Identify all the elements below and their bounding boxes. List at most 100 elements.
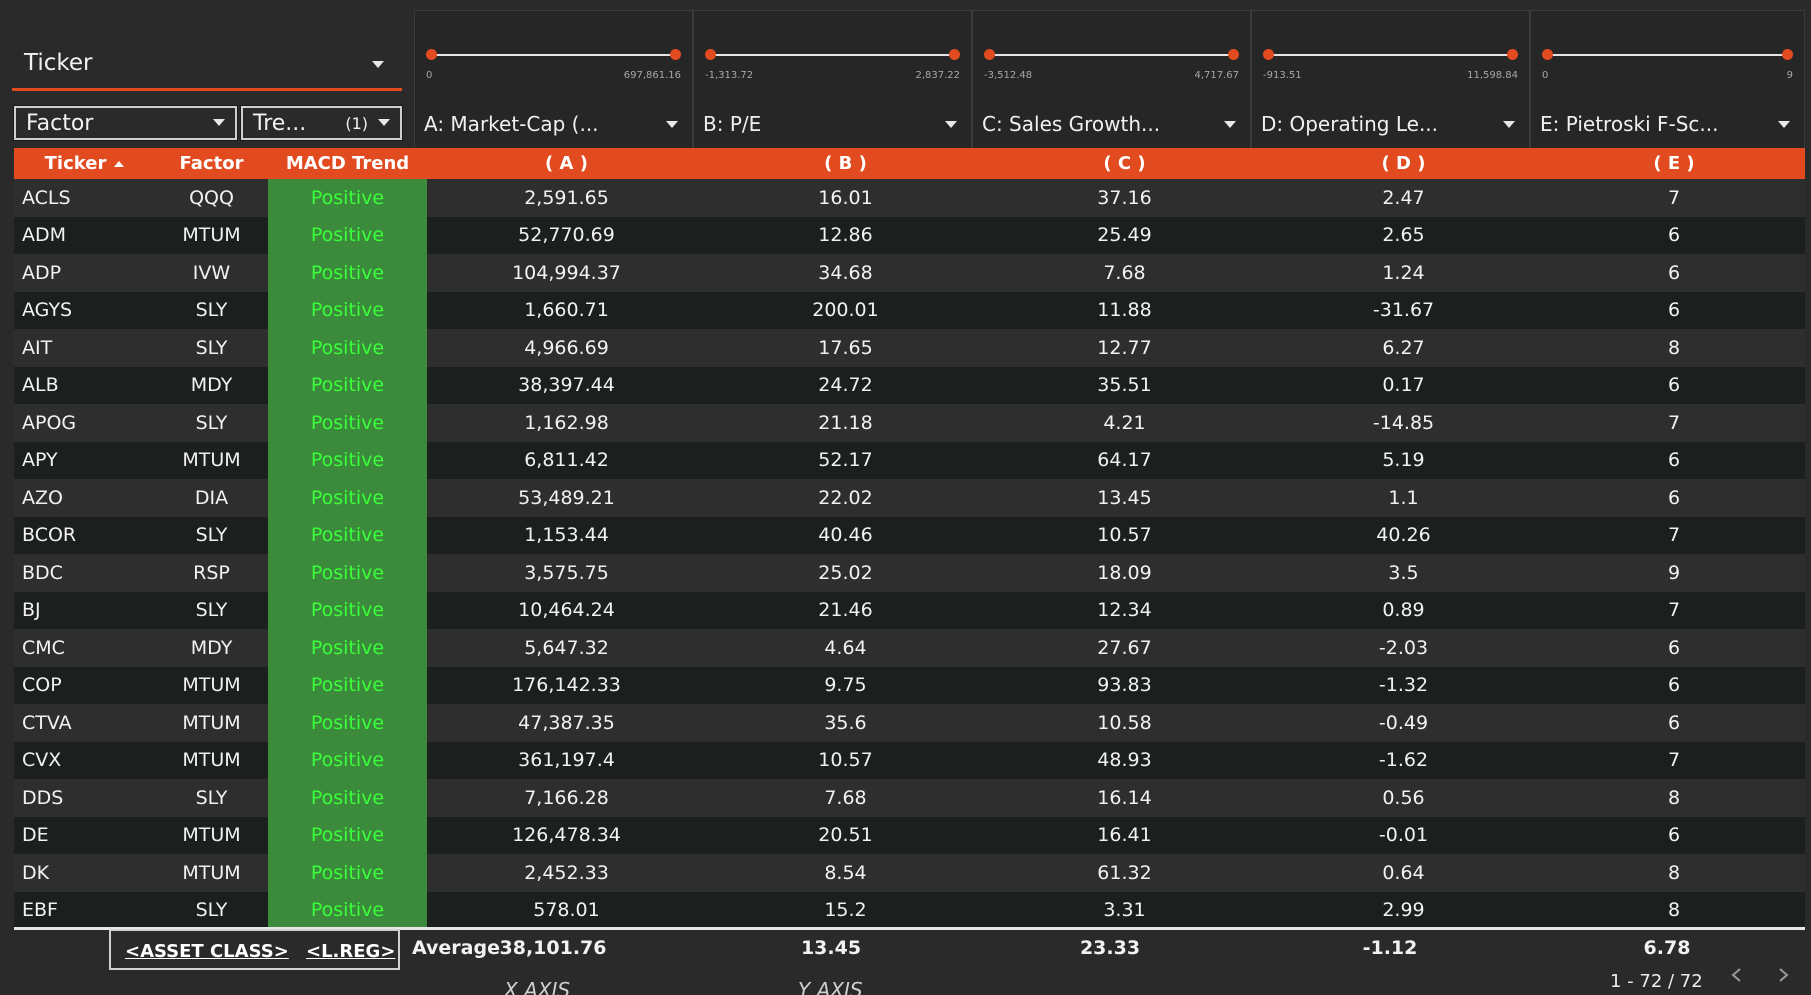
range-slider-track[interactable] bbox=[989, 54, 1234, 56]
metric-select-label[interactable]: B: P/E bbox=[703, 112, 762, 136]
linear-regression-link[interactable]: <L.REG> bbox=[306, 941, 396, 962]
cell-b: 35.6 bbox=[706, 704, 985, 742]
cell-d: -0.49 bbox=[1264, 704, 1543, 742]
range-slider-max-handle[interactable] bbox=[1507, 49, 1518, 60]
column-header-e[interactable]: ( E ) bbox=[1543, 148, 1805, 179]
cell-d: 2.65 bbox=[1264, 216, 1543, 254]
column-header-macd-trend[interactable]: MACD Trend bbox=[268, 148, 427, 179]
cell-ticker: DE bbox=[14, 816, 155, 854]
range-slider-track[interactable] bbox=[710, 54, 955, 56]
ticker-dropdown-label: Ticker bbox=[24, 50, 93, 76]
range-slider-track[interactable] bbox=[1268, 54, 1513, 56]
range-slider-min-handle[interactable] bbox=[1542, 49, 1553, 60]
table-row[interactable]: ADM MTUM Positive 52,770.69 12.86 25.49 2.65 6 bbox=[14, 216, 1805, 254]
chevron-down-icon[interactable] bbox=[1224, 121, 1236, 128]
cell-c: 10.58 bbox=[985, 704, 1264, 742]
column-header-c[interactable]: ( C ) bbox=[985, 148, 1264, 179]
cell-b: 200.01 bbox=[706, 291, 985, 329]
chevron-down-icon[interactable] bbox=[666, 121, 678, 128]
cell-c: 12.34 bbox=[985, 591, 1264, 629]
cell-ticker: ADP bbox=[14, 254, 155, 292]
table-row[interactable]: CTVA MTUM Positive 47,387.35 35.6 10.58 -0.49 6 bbox=[14, 704, 1805, 742]
cell-factor: MTUM bbox=[155, 666, 268, 704]
cell-factor: SLY bbox=[155, 404, 268, 442]
chevron-left-icon[interactable] bbox=[1730, 968, 1744, 982]
cell-factor: MTUM bbox=[155, 816, 268, 854]
table-row[interactable]: BJ SLY Positive 10,464.24 21.46 12.34 0.89 7 bbox=[14, 591, 1805, 629]
cell-macd-trend: Positive bbox=[268, 291, 427, 329]
cell-factor: SLY bbox=[155, 779, 268, 817]
table-row[interactable]: CVX MTUM Positive 361,197.4 10.57 48.93 -1.62 7 bbox=[14, 741, 1805, 779]
range-slider-max-handle[interactable] bbox=[949, 49, 960, 60]
cell-ticker: CMC bbox=[14, 629, 155, 667]
column-header-label: ( E ) bbox=[1653, 153, 1695, 174]
table-row[interactable]: BDC RSP Positive 3,575.75 25.02 18.09 3.5 9 bbox=[14, 554, 1805, 592]
range-slider-track[interactable] bbox=[1547, 54, 1788, 56]
table-row[interactable]: CMC MDY Positive 5,647.32 4.64 27.67 -2.03 6 bbox=[14, 629, 1805, 667]
table-row[interactable]: ACLS QQQ Positive 2,591.65 16.01 37.16 2.47 7 bbox=[14, 179, 1805, 217]
ticker-dropdown[interactable]: Ticker bbox=[12, 40, 402, 91]
y-axis-label: Y AXIS bbox=[798, 978, 863, 995]
table-row[interactable]: COP MTUM Positive 176,142.33 9.75 93.83 -1.32 6 bbox=[14, 666, 1805, 704]
table-row[interactable]: APOG SLY Positive 1,162.98 21.18 4.21 -14.85 7 bbox=[14, 404, 1805, 442]
column-header-ticker[interactable]: Ticker bbox=[14, 148, 155, 179]
metric-select-label[interactable]: D: Operating Le... bbox=[1261, 112, 1439, 136]
metric-select-label[interactable]: A: Market-Cap (... bbox=[424, 112, 599, 136]
chevron-down-icon[interactable] bbox=[1503, 121, 1515, 128]
table-row[interactable]: AGYS SLY Positive 1,660.71 200.01 11.88 -31.67… bbox=[14, 291, 1805, 329]
range-slider-min-handle[interactable] bbox=[984, 49, 995, 60]
range-min-value: 0 bbox=[1542, 70, 1549, 81]
cell-e: 8 bbox=[1543, 329, 1805, 367]
chevron-down-icon[interactable] bbox=[1778, 121, 1790, 128]
column-header-d[interactable]: ( D ) bbox=[1264, 148, 1543, 179]
cell-c: 12.77 bbox=[985, 329, 1264, 367]
table-row[interactable]: ADP IVW Positive 104,994.37 34.68 7.68 1.24 6 bbox=[14, 254, 1805, 292]
cell-e: 7 bbox=[1543, 591, 1805, 629]
chevron-down-icon[interactable] bbox=[945, 121, 957, 128]
table-row[interactable]: APY MTUM Positive 6,811.42 52.17 64.17 5.19 6 bbox=[14, 441, 1805, 479]
trend-filter-dropdown[interactable]: Tre... (1) bbox=[240, 105, 403, 141]
table-row[interactable]: EBF SLY Positive 578.01 15.2 3.31 2.99 8 bbox=[14, 891, 1805, 929]
factor-filter-dropdown[interactable]: Factor bbox=[13, 105, 238, 141]
cell-b: 9.75 bbox=[706, 666, 985, 704]
cell-macd-trend: Positive bbox=[268, 329, 427, 367]
table-row[interactable]: DDS SLY Positive 7,166.28 7.68 16.14 0.56 8 bbox=[14, 779, 1805, 817]
cell-d: -0.01 bbox=[1264, 816, 1543, 854]
column-header-a[interactable]: ( A ) bbox=[427, 148, 706, 179]
table-row[interactable]: DK MTUM Positive 2,452.33 8.54 61.32 0.64 8 bbox=[14, 854, 1805, 892]
table-header-row: Ticker Factor MACD Trend ( A ) ( B ) ( C… bbox=[14, 148, 1805, 179]
cell-c: 7.68 bbox=[985, 254, 1264, 292]
cell-macd-trend: Positive bbox=[268, 741, 427, 779]
chevron-right-icon[interactable] bbox=[1776, 968, 1790, 982]
cell-macd-trend: Positive bbox=[268, 516, 427, 554]
metric-select-label[interactable]: C: Sales Growth... bbox=[982, 112, 1161, 136]
asset-class-link[interactable]: <ASSET CLASS> bbox=[125, 941, 289, 962]
range-slider-min-handle[interactable] bbox=[705, 49, 716, 60]
table-row[interactable]: ALB MDY Positive 38,397.44 24.72 35.51 0.17 6 bbox=[14, 366, 1805, 404]
metric-select-label[interactable]: E: Pietroski F-Sc... bbox=[1540, 112, 1719, 136]
range-min-value: -1,313.72 bbox=[705, 70, 754, 81]
table-row[interactable]: DE MTUM Positive 126,478.34 20.51 16.41 -0.01 6 bbox=[14, 816, 1805, 854]
range-slider-min-handle[interactable] bbox=[426, 49, 437, 60]
column-header-b[interactable]: ( B ) bbox=[706, 148, 985, 179]
cell-factor: QQQ bbox=[155, 179, 268, 217]
table-row[interactable]: AZO DIA Positive 53,489.21 22.02 13.45 1.1 6 bbox=[14, 479, 1805, 517]
table-row[interactable]: BCOR SLY Positive 1,153.44 40.46 10.57 40.26 7 bbox=[14, 516, 1805, 554]
range-min-value: -913.51 bbox=[1263, 70, 1302, 81]
range-slider-max-handle[interactable] bbox=[1782, 49, 1793, 60]
cell-d: -1.62 bbox=[1264, 741, 1543, 779]
table-row[interactable]: AIT SLY Positive 4,966.69 17.65 12.77 6.27 8 bbox=[14, 329, 1805, 367]
range-slider-max-handle[interactable] bbox=[1228, 49, 1239, 60]
range-slider-max-handle[interactable] bbox=[670, 49, 681, 60]
range-slider-min-handle[interactable] bbox=[1263, 49, 1274, 60]
x-axis-label: X AXIS bbox=[504, 978, 571, 995]
cell-ticker: AGYS bbox=[14, 291, 155, 329]
cell-c: 13.45 bbox=[985, 479, 1264, 517]
cell-b: 16.01 bbox=[706, 179, 985, 217]
cell-macd-trend: Positive bbox=[268, 404, 427, 442]
cell-b: 12.86 bbox=[706, 216, 985, 254]
range-slider-track[interactable] bbox=[431, 54, 676, 56]
cell-macd-trend: Positive bbox=[268, 854, 427, 892]
cell-factor: SLY bbox=[155, 516, 268, 554]
column-header-factor[interactable]: Factor bbox=[155, 148, 268, 179]
